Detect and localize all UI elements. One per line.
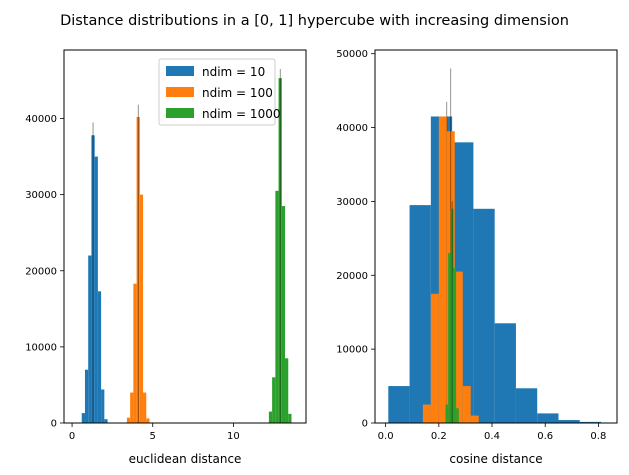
cosine-bar-ndim10-5 [494,323,516,423]
cosine-bar-ndim100-0 [422,404,431,423]
cosine-bar-ndim10-8 [558,420,580,423]
legend-swatch-ndim-100 [166,87,194,97]
euclidean-y-tick-label-2: 20000 [25,266,57,277]
cosine-x-tick-label-1: 0.2 [431,431,447,442]
euclidean-histogram-panel: 0 5 10 0 10000 20000 30000 40000 [25,49,307,442]
cosine-y-tick-label-4: 40000 [336,123,368,134]
figure-title: Distance distributions in a [0, 1] hyper… [60,13,569,29]
euclidean-bar-ndim100-5 [143,392,147,423]
euclidean-bar-ndim100-4 [139,194,144,423]
cosine-bar-ndim1000-0 [445,404,449,423]
legend: ndim = 10 ndim = 100 ndim = 1000 [158,58,280,126]
cosine-bar-ndim100-2 [438,116,447,423]
cosine-x-axis-label: cosine distance [449,452,542,466]
euclidean-bar-ndim10-5 [97,291,102,423]
cosine-bar-ndim1000-3 [453,267,457,423]
euclidean-bar-ndim1000-0 [268,411,273,423]
euclidean-axes-frame [63,49,307,424]
cosine-bar-ndim10-9 [579,421,602,423]
euclidean-bar-ndim10-7 [104,419,108,423]
euclidean-bar-ndim1000-2 [275,190,279,423]
cosine-histogram-panel: 0.0 0.2 0.4 0.6 0.8 0 10000 20000 30000 40000 5000… [336,49,618,442]
cosine-y-tick-label-0: 0 [362,419,368,430]
cosine-bar-ndim10-0 [388,386,410,423]
cosine-bar-ndim1000-4 [456,408,459,423]
euclidean-bar-ndim1000-1 [272,377,276,423]
legend-label-ndim-10: ndim = 10 [202,65,265,79]
legend-swatch-ndim-10 [166,66,194,76]
cosine-bar-ndim100-4 [454,271,463,423]
euclidean-bar-ndim10-4 [94,156,98,423]
cosine-bar-ndim100-1 [430,293,439,423]
euclidean-bar-ndim100-6 [146,418,150,423]
euclidean-x-tick-label-2: 10 [227,431,240,442]
cosine-y-tick-label-5: 50000 [336,49,368,60]
euclidean-bar-ndim1000-6 [288,413,292,423]
euclidean-y-tick-label-0: 0 [51,419,57,430]
cosine-bar-ndim1000-1 [448,253,451,423]
euclidean-bar-ndim10-6 [101,389,105,423]
euclidean-bar-ndim10-1 [84,369,89,423]
cosine-y-tick-label-1: 10000 [336,345,368,356]
cosine-y-tick-label-2: 20000 [336,271,368,282]
euclidean-y-tick-label-3: 30000 [25,190,57,201]
cosine-y-tick-label-3: 30000 [336,197,368,208]
legend-label-ndim-1000: ndim = 1000 [202,107,280,121]
cosine-bar-ndim10-7 [537,413,559,423]
euclidean-bar-ndim100-1 [130,392,134,423]
euclidean-x-tick-label-1: 5 [150,431,156,442]
euclidean-bar-ndim100-2 [133,283,137,423]
euclidean-bar-ndim10-2 [88,255,92,423]
cosine-x-tick-label-2: 0.4 [484,431,500,442]
legend-label-ndim-100: ndim = 100 [202,86,273,100]
euclidean-bar-ndim100-0 [126,417,131,423]
cosine-x-tick-label-0: 0.0 [378,431,394,442]
cosine-x-tick-label-4: 0.8 [590,431,606,442]
cosine-bar-ndim100-5 [462,386,471,423]
legend-swatch-ndim-1000 [166,108,194,118]
euclidean-x-axis-label: euclidean distance [129,452,242,466]
cosine-axes-frame [374,49,618,424]
cosine-x-tick-label-3: 0.6 [537,431,553,442]
cosine-bar-ndim10-1 [409,205,431,423]
euclidean-y-tick-label-4: 40000 [25,114,57,125]
euclidean-x-tick-label-0: 0 [69,431,75,442]
cosine-bar-ndim10-6 [515,388,538,423]
cosine-bar-ndim10-4 [473,208,495,423]
cosine-bar-ndim100-6 [470,415,479,423]
euclidean-bar-ndim1000-5 [285,358,289,423]
euclidean-bar-ndim10-0 [81,413,85,423]
euclidean-bar-ndim1000-4 [281,206,286,423]
euclidean-y-tick-label-1: 10000 [25,342,57,353]
